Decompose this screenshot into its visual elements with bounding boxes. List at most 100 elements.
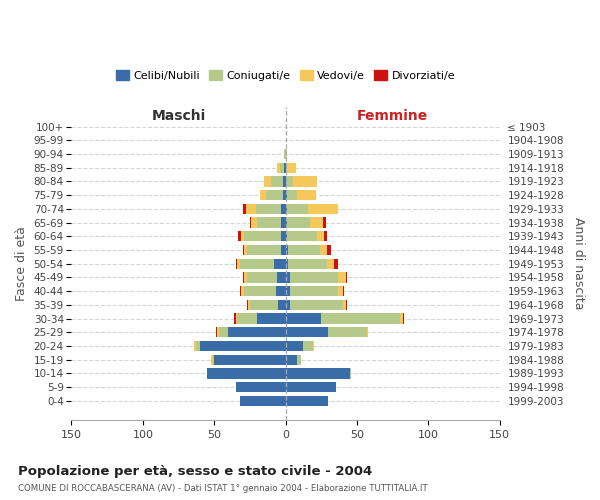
Bar — [297, 354, 301, 365]
Bar — [236, 314, 237, 324]
Bar — [217, 327, 218, 338]
Bar — [238, 231, 241, 241]
Bar — [251, 218, 257, 228]
Bar — [194, 341, 196, 351]
Bar — [323, 218, 326, 228]
Bar — [289, 258, 327, 269]
Bar — [286, 231, 287, 241]
Bar — [200, 341, 286, 351]
Bar — [286, 272, 290, 282]
Bar — [286, 300, 290, 310]
Bar — [293, 176, 317, 186]
Bar — [281, 231, 286, 241]
Bar — [275, 286, 286, 296]
Bar — [257, 314, 286, 324]
Bar — [308, 204, 338, 214]
Bar — [241, 231, 244, 241]
Bar — [241, 286, 244, 296]
Bar — [281, 204, 286, 214]
Bar — [303, 341, 313, 351]
Bar — [245, 204, 256, 214]
Bar — [403, 314, 404, 324]
Bar — [257, 218, 281, 228]
Bar — [343, 286, 344, 296]
Bar — [350, 368, 351, 378]
Bar — [250, 218, 251, 228]
Text: Popolazione per età, sesso e stato civile - 2004: Popolazione per età, sesso e stato civil… — [18, 465, 372, 478]
Bar — [264, 176, 271, 186]
Bar — [328, 327, 367, 338]
Bar — [240, 396, 286, 406]
Bar — [289, 245, 320, 255]
Bar — [229, 327, 286, 338]
Bar — [236, 258, 237, 269]
Bar — [320, 245, 327, 255]
Bar — [250, 300, 278, 310]
Bar — [286, 327, 328, 338]
Bar — [213, 354, 214, 365]
Bar — [271, 176, 283, 186]
Bar — [247, 300, 248, 310]
Bar — [274, 258, 286, 269]
Bar — [286, 354, 297, 365]
Text: Maschi: Maschi — [151, 108, 206, 122]
Y-axis label: Fasce di età: Fasce di età — [15, 226, 28, 301]
Bar — [278, 300, 286, 310]
Bar — [287, 190, 297, 200]
Bar — [334, 258, 338, 269]
Bar — [286, 218, 287, 228]
Bar — [287, 162, 296, 173]
Bar — [346, 300, 347, 310]
Bar — [290, 286, 338, 296]
Bar — [277, 162, 280, 173]
Bar — [367, 327, 368, 338]
Text: Femmine: Femmine — [357, 108, 428, 122]
Bar — [286, 341, 303, 351]
Bar — [244, 231, 281, 241]
Bar — [234, 314, 236, 324]
Bar — [297, 190, 316, 200]
Bar — [400, 314, 403, 324]
Bar — [286, 149, 287, 159]
Bar — [286, 204, 287, 214]
Bar — [211, 354, 213, 365]
Bar — [244, 286, 275, 296]
Bar — [286, 286, 290, 296]
Bar — [214, 354, 286, 365]
Bar — [317, 231, 324, 241]
Bar — [310, 218, 323, 228]
Bar — [286, 368, 350, 378]
Bar — [277, 272, 286, 282]
Bar — [286, 382, 335, 392]
Bar — [286, 190, 287, 200]
Bar — [286, 176, 293, 186]
Bar — [215, 327, 217, 338]
Bar — [287, 218, 310, 228]
Bar — [286, 396, 328, 406]
Bar — [207, 368, 286, 378]
Bar — [260, 190, 266, 200]
Bar — [240, 286, 241, 296]
Bar — [218, 327, 229, 338]
Bar — [240, 258, 274, 269]
Bar — [243, 245, 244, 255]
Bar — [280, 162, 284, 173]
Bar — [256, 204, 281, 214]
Legend: Celibi/Nubili, Coniugati/e, Vedovi/e, Divorziati/e: Celibi/Nubili, Coniugati/e, Vedovi/e, Di… — [111, 66, 460, 86]
Bar — [290, 300, 343, 310]
Bar — [281, 218, 286, 228]
Bar — [237, 258, 240, 269]
Bar — [287, 231, 317, 241]
Bar — [327, 258, 334, 269]
Bar — [236, 382, 286, 392]
Bar — [286, 162, 287, 173]
Bar — [283, 176, 286, 186]
Bar — [243, 204, 245, 214]
Bar — [281, 245, 286, 255]
Bar — [287, 204, 308, 214]
Y-axis label: Anni di nascita: Anni di nascita — [572, 218, 585, 310]
Bar — [313, 341, 314, 351]
Bar — [247, 272, 277, 282]
Bar — [327, 245, 331, 255]
Bar — [266, 190, 283, 200]
